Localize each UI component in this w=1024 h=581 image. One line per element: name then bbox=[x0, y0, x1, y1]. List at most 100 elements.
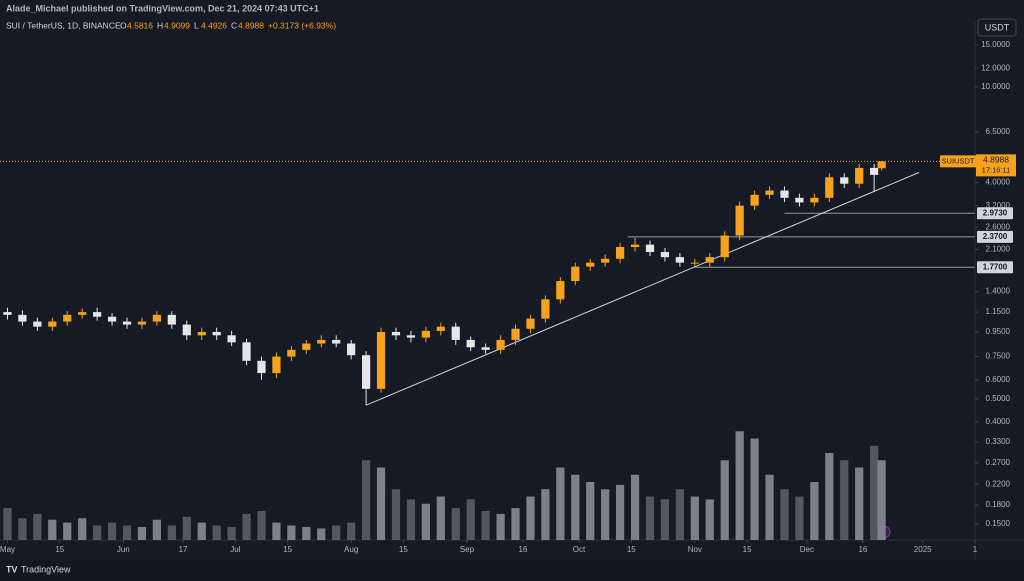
y-tick-label: 12.0000 bbox=[981, 63, 1010, 72]
candle-body bbox=[526, 318, 535, 329]
x-tick-label: Jul bbox=[230, 545, 240, 554]
candle-body bbox=[855, 167, 864, 184]
volume-bar bbox=[242, 513, 251, 540]
x-tick-label: 15 bbox=[743, 545, 752, 554]
currency-label: USDT bbox=[985, 22, 1010, 32]
ohlc-value: 4.5816 bbox=[127, 20, 153, 30]
candle-body bbox=[242, 342, 251, 361]
volume-bar bbox=[750, 438, 759, 540]
candle-body bbox=[182, 324, 191, 336]
volume-bar bbox=[421, 503, 430, 540]
volume-bar bbox=[152, 519, 162, 540]
ohlc-prefix: H bbox=[157, 20, 163, 30]
volume-bar bbox=[48, 519, 57, 540]
volume-bar bbox=[675, 489, 684, 540]
volume-bar bbox=[332, 525, 341, 540]
candle-body bbox=[877, 161, 886, 169]
ohlc-prefix: O bbox=[120, 20, 127, 30]
volume-bar bbox=[182, 516, 191, 540]
currency-button[interactable] bbox=[977, 18, 1017, 37]
candle-body bbox=[541, 299, 550, 319]
candle-body bbox=[152, 314, 162, 322]
candle-body bbox=[197, 331, 206, 336]
y-tick-label: 0.4000 bbox=[986, 417, 1011, 426]
volume-bar bbox=[347, 522, 356, 540]
x-tick-label: May bbox=[0, 545, 15, 554]
candle-body bbox=[317, 339, 326, 344]
candle-body bbox=[3, 312, 12, 315]
volume-bar bbox=[630, 474, 640, 540]
volume-bar bbox=[317, 528, 326, 540]
x-tick-label: 15 bbox=[627, 545, 636, 554]
y-tick-label: 1.4000 bbox=[986, 287, 1011, 296]
candle-body bbox=[481, 347, 490, 350]
footer-bar bbox=[0, 560, 1024, 581]
candle-body bbox=[795, 197, 804, 203]
candle-body bbox=[750, 194, 759, 206]
volume-bar bbox=[735, 431, 744, 540]
candle-body bbox=[18, 314, 27, 322]
candle-body bbox=[690, 262, 699, 264]
x-tick-label: Jun bbox=[117, 545, 130, 554]
candle-body bbox=[601, 258, 610, 263]
volume-bar bbox=[436, 496, 445, 540]
candle-body bbox=[825, 177, 834, 198]
candle-body bbox=[122, 321, 132, 325]
candle-body bbox=[675, 257, 684, 263]
volume-bar bbox=[451, 508, 460, 540]
volume-bar bbox=[840, 460, 849, 540]
candle-body bbox=[391, 331, 401, 336]
candle-body bbox=[735, 205, 744, 236]
candle-body bbox=[705, 257, 714, 263]
candle-body bbox=[287, 349, 296, 357]
x-tick-label: Dec bbox=[800, 545, 814, 554]
candle-body bbox=[63, 314, 72, 322]
volume-bar bbox=[645, 496, 655, 540]
y-tick-label: 10.0000 bbox=[981, 82, 1010, 91]
countdown: 17:16:11 bbox=[982, 165, 1011, 174]
volume-bar bbox=[302, 526, 311, 540]
y-tick-label: 0.7500 bbox=[986, 352, 1011, 361]
volume-bar bbox=[3, 508, 12, 540]
candle-body bbox=[660, 251, 670, 258]
ohlc-value: 4.4926 bbox=[201, 20, 227, 30]
y-tick-label: 2.1000 bbox=[986, 245, 1011, 254]
volume-bar bbox=[376, 467, 386, 540]
volume-bar bbox=[870, 445, 879, 540]
candle-body bbox=[571, 266, 580, 282]
candle-body bbox=[33, 321, 42, 327]
volume-bar bbox=[287, 525, 296, 540]
x-tick-label: 2025 bbox=[914, 545, 932, 554]
y-tick-label: 2.6000 bbox=[986, 222, 1011, 231]
candle-body bbox=[765, 190, 774, 195]
candle-body bbox=[496, 339, 505, 350]
ohlc-prefix: C bbox=[231, 20, 237, 30]
candle-body bbox=[586, 262, 595, 267]
volume-bar bbox=[690, 496, 699, 540]
volume-bar bbox=[227, 526, 236, 540]
symbol-label: SUIUSDT bbox=[942, 156, 975, 165]
volume-bar bbox=[197, 522, 206, 540]
candle-body bbox=[630, 244, 640, 248]
y-tick-label: 0.2700 bbox=[986, 458, 1011, 467]
ohlc-value: 4.8988 bbox=[238, 20, 264, 30]
candle-body bbox=[107, 316, 117, 322]
x-tick-label: Aug bbox=[344, 545, 358, 554]
x-tick-label: 15 bbox=[399, 545, 408, 554]
candle-body bbox=[78, 312, 87, 315]
volume-bar bbox=[93, 525, 102, 540]
volume-bar bbox=[78, 518, 87, 540]
x-tick-label: 15 bbox=[283, 545, 292, 554]
x-tick-label: Nov bbox=[688, 545, 702, 554]
volume-bar bbox=[122, 525, 132, 540]
volume-bar bbox=[877, 460, 886, 540]
y-tick-label: 15.0000 bbox=[981, 40, 1010, 49]
y-tick-label: 0.5000 bbox=[986, 394, 1011, 403]
publisher: Alade_Michael published on TradingView.c… bbox=[6, 3, 319, 13]
candle-body bbox=[421, 330, 430, 338]
candle-body bbox=[272, 356, 281, 374]
candle-body bbox=[257, 360, 266, 374]
volume-bar bbox=[257, 511, 266, 540]
y-tick-label: 6.5000 bbox=[986, 127, 1011, 136]
volume-bar bbox=[391, 489, 401, 540]
